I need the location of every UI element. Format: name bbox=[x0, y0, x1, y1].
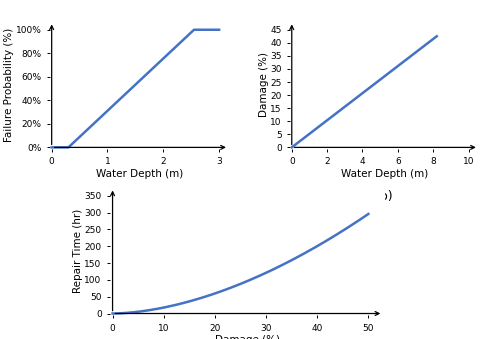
Y-axis label: Damage (%): Damage (%) bbox=[259, 52, 269, 117]
Y-axis label: Failure Probability (%): Failure Probability (%) bbox=[4, 27, 15, 142]
Text: (a): (a) bbox=[131, 191, 149, 203]
Text: (b): (b) bbox=[376, 191, 394, 203]
Y-axis label: Repair Time (hr): Repair Time (hr) bbox=[73, 209, 83, 293]
X-axis label: Damage (%): Damage (%) bbox=[215, 335, 280, 339]
X-axis label: Water Depth (m): Water Depth (m) bbox=[96, 169, 184, 179]
X-axis label: Water Depth (m): Water Depth (m) bbox=[342, 169, 428, 179]
